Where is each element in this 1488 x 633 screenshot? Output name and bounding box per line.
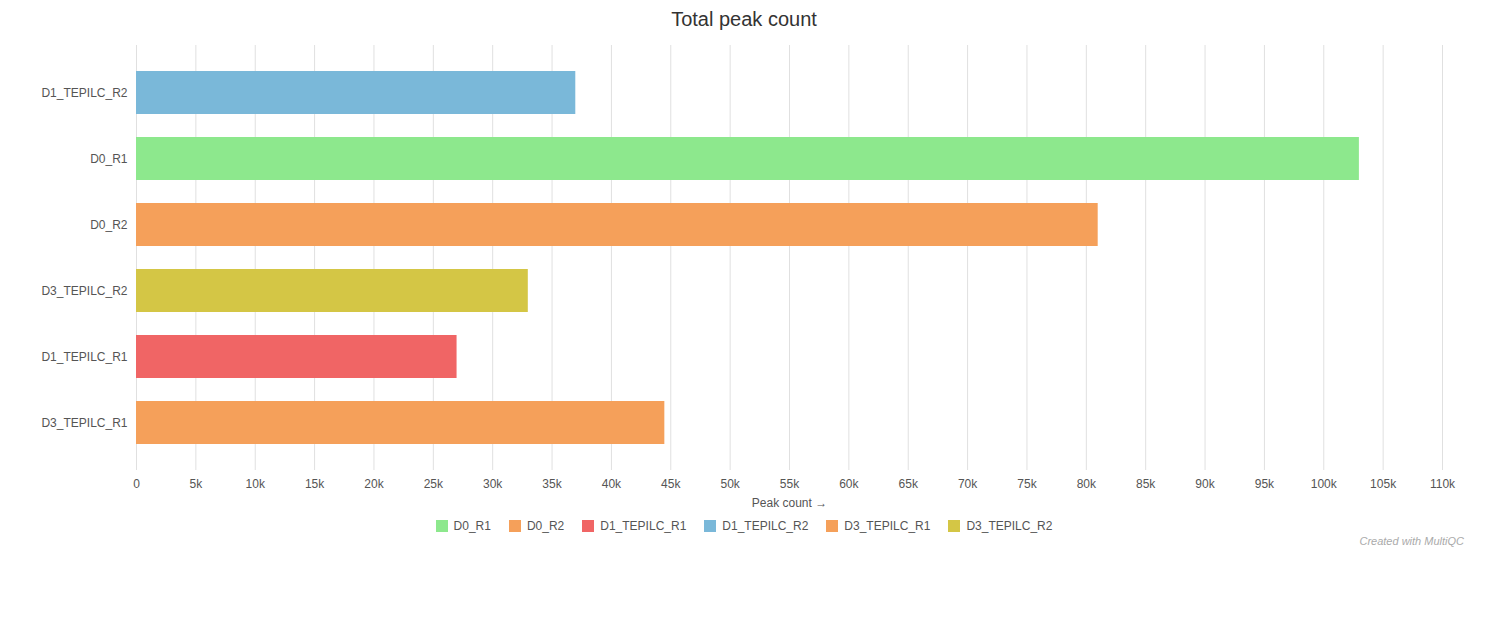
html-text:Created with MultiQC: Created with MultiQC bbox=[1359, 535, 1464, 547]
svg-text:30k: 30k bbox=[483, 477, 503, 491]
svg-text:80k: 80k bbox=[1077, 477, 1097, 491]
svg-text:20k: 20k bbox=[364, 477, 384, 491]
svg-text:15k: 15k bbox=[305, 477, 325, 491]
svg-text:25k: 25k bbox=[424, 477, 444, 491]
svg-text:0: 0 bbox=[133, 477, 140, 491]
svg-text:100k: 100k bbox=[1311, 477, 1338, 491]
svg-text:35k: 35k bbox=[542, 477, 562, 491]
svg-text:105k: 105k bbox=[1370, 477, 1397, 491]
svg-text:65k: 65k bbox=[899, 477, 919, 491]
html-text:D0_R2: D0_R2 bbox=[526, 519, 565, 533]
svg-text:110k: 110k bbox=[1430, 477, 1456, 491]
svg-text:D1_TEPILC_R1: D1_TEPILC_R1 bbox=[41, 350, 127, 364]
html-text:D1_TEPILC_R1: D1_TEPILC_R1 bbox=[600, 519, 687, 533]
html-text:Total peak count: Total peak count bbox=[671, 8, 817, 30]
svg-text:90k: 90k bbox=[1195, 477, 1215, 491]
svg-text:D3_TEPILC_R2: D3_TEPILC_R2 bbox=[41, 284, 127, 298]
svg-text:95k: 95k bbox=[1255, 477, 1275, 491]
svg-text:50k: 50k bbox=[720, 477, 740, 491]
svg-text:D0_R1: D0_R1 bbox=[90, 152, 128, 166]
svg-text:Peak count →: Peak count → bbox=[752, 496, 827, 510]
html-text:D3_TEPILC_R2: D3_TEPILC_R2 bbox=[966, 519, 1053, 533]
svg-text:D1_TEPILC_R2: D1_TEPILC_R2 bbox=[41, 86, 127, 100]
html-text:D3_TEPILC_R1: D3_TEPILC_R1 bbox=[844, 519, 931, 533]
svg-text:5k: 5k bbox=[190, 477, 204, 491]
svg-text:10k: 10k bbox=[246, 477, 266, 491]
html-text:D1_TEPILC_R2: D1_TEPILC_R2 bbox=[722, 519, 809, 533]
svg-text:70k: 70k bbox=[958, 477, 978, 491]
svg-text:60k: 60k bbox=[839, 477, 859, 491]
svg-text:D0_R2: D0_R2 bbox=[90, 218, 128, 232]
svg-text:D3_TEPILC_R1: D3_TEPILC_R1 bbox=[41, 416, 127, 430]
svg-text:45k: 45k bbox=[661, 477, 681, 491]
html-text:D0_R1: D0_R1 bbox=[453, 519, 491, 533]
svg-text:55k: 55k bbox=[780, 477, 800, 491]
svg-text:40k: 40k bbox=[602, 477, 622, 491]
svg-text:75k: 75k bbox=[1017, 477, 1037, 491]
svg-text:85k: 85k bbox=[1136, 477, 1156, 491]
